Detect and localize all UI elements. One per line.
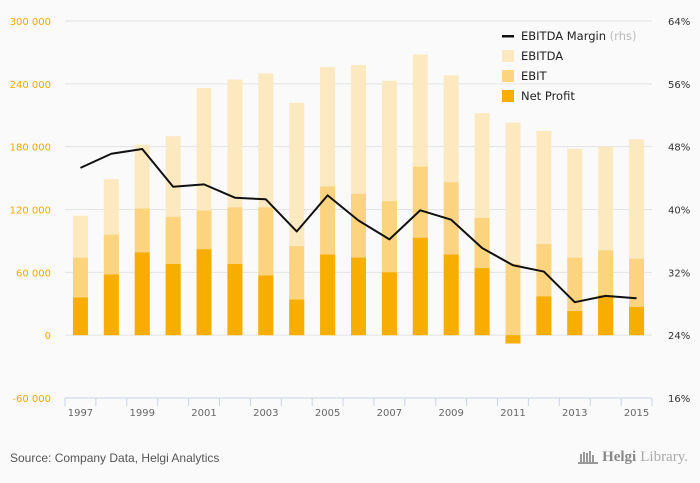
y-tick-label-left: 300 000 bbox=[10, 17, 51, 28]
legend-swatch-icon bbox=[502, 70, 514, 82]
bar-net-profit bbox=[320, 254, 336, 336]
bar-net-profit bbox=[567, 311, 583, 336]
y-axis-left: -60 000 0 60 000 120 000 180 000 240 000 300 0… bbox=[10, 17, 51, 405]
bar-net-profit bbox=[258, 275, 274, 336]
bar-net-profit bbox=[412, 237, 428, 336]
y-tick-label-right: 56% bbox=[668, 80, 690, 91]
bar-net-profit bbox=[629, 306, 645, 336]
y-tick-label-right: 24% bbox=[668, 331, 690, 342]
bar-net-profit bbox=[351, 257, 366, 336]
x-tick-label: 2007 bbox=[377, 408, 402, 419]
x-axis: 1997 1999 2001 2003 2005 2007 2009 2011 2013 2015 bbox=[64, 397, 653, 419]
y-tick-label-left: 120 000 bbox=[10, 206, 51, 217]
bar-net-profit bbox=[536, 296, 552, 336]
margin-line bbox=[80, 148, 637, 304]
legend-suffix: (rhs) bbox=[606, 29, 636, 43]
brand-name-bold: Helgi bbox=[602, 449, 637, 465]
bar-net-profit bbox=[474, 268, 490, 336]
bars bbox=[72, 54, 645, 344]
bar-net-profit bbox=[227, 263, 243, 336]
legend-label: Net Profit bbox=[521, 89, 575, 103]
legend-line-icon bbox=[502, 35, 514, 38]
bar-net-profit bbox=[196, 249, 212, 336]
y-tick-label-right: 40% bbox=[668, 206, 690, 217]
legend-label: EBITDA Margin (rhs) bbox=[521, 29, 636, 43]
bar-net-profit bbox=[381, 272, 397, 336]
bar-net-profit bbox=[289, 299, 305, 336]
bar-net-profit bbox=[165, 263, 181, 336]
y-tick-label-left: 60 000 bbox=[16, 268, 51, 279]
brand-logo[interactable]: Helgi Library. bbox=[578, 449, 688, 466]
brand-name-light: Library. bbox=[640, 449, 688, 465]
bar-net-profit bbox=[134, 252, 150, 336]
y-tick-label-left: -60 000 bbox=[12, 394, 51, 405]
bar-ebit bbox=[505, 263, 521, 336]
legend-swatch-icon bbox=[502, 90, 514, 102]
y-tick-label-right: 32% bbox=[668, 268, 690, 279]
legend-label: EBIT bbox=[521, 69, 548, 83]
bar-net-profit bbox=[443, 254, 459, 336]
chart: -60 000 0 60 000 120 000 180 000 240 000 300 0… bbox=[10, 17, 691, 419]
x-tick-label: 1999 bbox=[130, 408, 155, 419]
bar-net-profit bbox=[598, 295, 614, 336]
y-tick-label-right: 16% bbox=[668, 394, 690, 405]
y-axis-right: 16% 24% 32% 40% 48% 56% 64% bbox=[668, 17, 690, 405]
x-tick-label: 2001 bbox=[191, 408, 216, 419]
y-tick-label-right: 64% bbox=[668, 17, 690, 28]
x-tick-label: 2013 bbox=[562, 408, 587, 419]
x-tick-label: 1997 bbox=[68, 408, 93, 419]
bar-net-profit bbox=[103, 274, 119, 336]
x-tick-label: 2015 bbox=[624, 408, 649, 419]
y-tick-label-left: 180 000 bbox=[10, 143, 51, 154]
legend: EBITDA Margin (rhs) EBITDA EBIT Net Profit bbox=[502, 29, 636, 103]
y-tick-label-left: 0 bbox=[45, 331, 51, 342]
x-tick-label: 2009 bbox=[438, 408, 463, 419]
legend-swatch-icon bbox=[502, 50, 514, 62]
source-note: Source: Company Data, Helgi Analytics bbox=[10, 451, 220, 465]
x-tick-label: 2005 bbox=[315, 408, 340, 419]
bar-net-profit bbox=[505, 335, 521, 344]
library-logo-icon bbox=[578, 450, 599, 464]
y-tick-label-left: 240 000 bbox=[10, 80, 51, 91]
bar-net-profit bbox=[72, 297, 88, 336]
y-tick-label-right: 48% bbox=[668, 143, 690, 154]
x-tick-label: 2011 bbox=[500, 408, 525, 419]
legend-label: EBITDA bbox=[521, 49, 563, 63]
x-tick-label: 2003 bbox=[253, 408, 278, 419]
